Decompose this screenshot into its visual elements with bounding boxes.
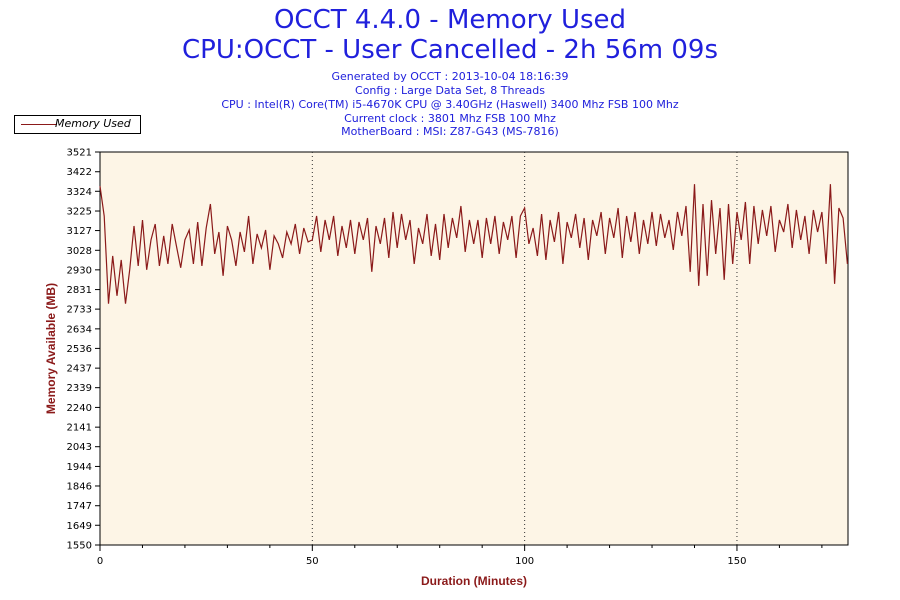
y-tick-label: 3521 [67,148,92,159]
y-tick-label: 2733 [67,305,92,316]
y-tick-label: 1550 [67,541,92,552]
x-tick-label: 100 [515,556,534,567]
legend-label: Memory Used [55,117,131,130]
grid-lines [311,152,738,545]
y-tick-label: 1944 [67,462,92,473]
y-tick-label: 2043 [67,442,92,453]
x-tick-label: 150 [727,556,746,567]
memory-used-line [99,184,848,304]
y-tick-label: 3225 [67,207,92,218]
y-tick-label: 2831 [67,285,92,296]
x-tick-label: 50 [306,556,319,567]
y-tick-label: 3422 [67,167,92,178]
y-tick-label: 3324 [67,187,92,198]
y-tick-label: 3028 [67,246,92,257]
y-tick-label: 1846 [67,481,92,492]
plot-area [99,151,849,546]
cpu-info: CPU : Intel(R) Core(TM) i5-4670K CPU @ 3… [221,98,679,111]
x-tick-label: 0 [97,556,103,567]
legend-swatch [21,124,57,125]
y-tick-label: 2930 [67,265,92,276]
y-tick-label: 1649 [67,521,92,532]
y-tick-label: 2634 [67,324,92,335]
x-axis: 0 50 100 150 [97,545,823,567]
y-axis: 1550 1649 1747 1846 1944 2043 2141 2240 2339 2437… [67,148,100,552]
generated-info: Generated by OCCT : 2013-10-04 18:16:39 [331,70,569,83]
legend: Memory Used [14,115,141,134]
y-tick-label: 3127 [67,226,92,237]
y-tick-label: 2240 [67,403,92,414]
x-axis-label: Duration (Minutes) [421,574,527,588]
y-axis-label: Memory Available (MB) [44,283,58,414]
chart-subtitle: CPU:OCCT - User Cancelled - 2h 56m 09s [181,35,719,65]
chart-title: OCCT 4.4.0 - Memory Used [273,5,627,35]
y-tick-label: 2141 [67,423,92,434]
motherboard-info: MotherBoard : MSI: Z87-G43 (MS-7816) [341,125,559,138]
y-tick-label: 2339 [67,383,92,394]
y-tick-label: 2536 [67,344,92,355]
config-info: Config : Large Data Set, 8 Threads [355,84,545,97]
clock-info: Current clock : 3801 Mhz FSB 100 Mhz [344,112,556,125]
y-tick-label: 1747 [67,501,92,512]
y-tick-label: 2437 [67,364,92,375]
